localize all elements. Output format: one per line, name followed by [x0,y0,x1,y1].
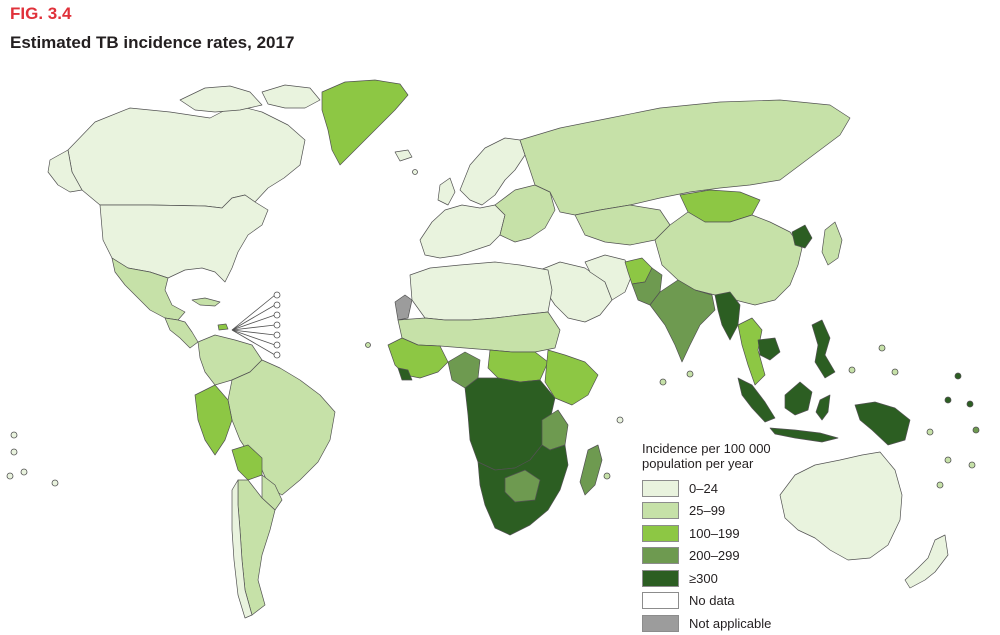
legend-item: 100–199 [642,522,792,545]
legend-swatch [642,592,679,610]
region-central-america [164,317,199,349]
region-australia [779,451,903,561]
region-liberia [397,367,413,381]
region-japan [821,221,843,266]
region-pakistan [631,267,663,306]
region-iceland [394,149,413,162]
region-sudan-chad [487,349,549,383]
region-north-korea [791,224,813,249]
region-myanmar [714,291,741,341]
legend-swatch [642,502,679,520]
figure-title: Estimated TB incidence rates, 2017 [10,33,295,52]
legend-swatch [642,547,679,565]
region-new-zealand [904,534,949,589]
region-cambodia [757,337,781,361]
region-chile [231,479,253,619]
region-brazil [227,359,336,496]
region-ethiopia-somalia [544,349,599,406]
legend-label: 200–299 [689,548,740,564]
region-alaska [47,149,83,193]
region-iran [584,254,633,301]
region-canada [67,104,306,209]
region-new-guinea [854,401,911,446]
legend-label: 0–24 [689,480,718,496]
legend-label: ≥300 [689,570,718,586]
legend-item: No data [642,590,792,613]
region-borneo [784,381,813,416]
region-mexico [111,257,186,321]
region-cuba [191,297,221,307]
legend-title: Incidence per 100 000 population per yea… [642,441,771,471]
legend-item: 0–24 [642,477,792,500]
region-middle-east [539,261,613,323]
legend-label: 100–199 [689,525,740,541]
region-western-europe [419,204,506,259]
figure-label: FIG. 3.4 [10,4,72,23]
region-western-sahara [394,294,413,321]
legend-label: 25–99 [689,503,726,519]
region-eastern-europe [494,184,556,243]
legend-label: Not applicable [689,615,772,631]
legend-item: 200–299 [642,545,792,568]
legend-swatch [642,479,679,497]
legend-item: Not applicable [642,612,792,635]
region-uk [437,177,456,206]
legend-label: No data [689,593,735,609]
region-thailand [737,317,766,386]
legend-item: 25–99 [642,500,792,523]
region-haiti [217,323,229,331]
region-greenland [321,79,409,166]
region-peru [194,384,233,456]
region-morocco-algeria-libya-egypt [409,261,553,321]
legend-swatch [642,614,679,632]
region-sumatra [737,377,776,423]
region-russia [519,99,851,216]
region-namibia-botswana [504,469,541,503]
region-sulawesi [815,394,831,421]
region-india [649,279,716,363]
region-arctic-islands [179,85,263,113]
region-paraguay-uruguay [261,474,283,511]
region-philippines [811,319,836,379]
legend-swatch [642,524,679,542]
region-scandinavia [459,137,526,206]
legend-item: ≥300 [642,567,792,590]
map-legend: Incidence per 100 000 population per yea… [642,441,792,635]
region-java [769,427,839,443]
legend-swatch [642,569,679,587]
region-madagascar [579,444,603,496]
region-arctic-islands-2 [261,84,321,109]
